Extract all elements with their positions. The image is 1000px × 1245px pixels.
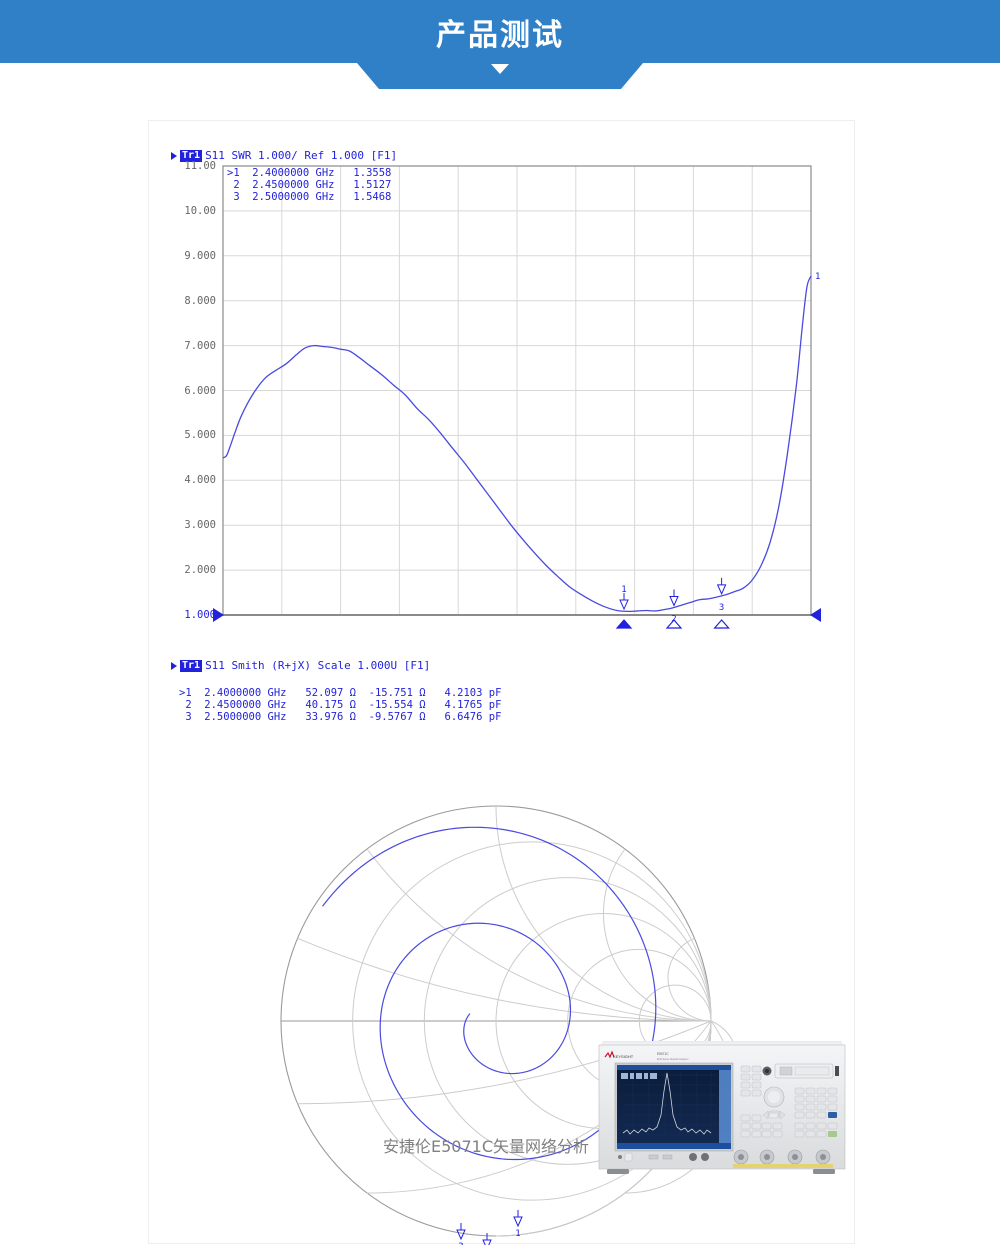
axis-marker-triangle-icon[interactable] bbox=[665, 619, 683, 629]
swr-chart: Tr1 S11 SWR 1.000/ Ref 1.000 [F1] 11.00 1… bbox=[149, 121, 856, 641]
photo-caption: 安捷伦E5071C矢量网络分析 bbox=[382, 1137, 589, 1156]
swr-marker-row: 3 2.5000000 GHz 1.5468 bbox=[227, 191, 392, 203]
swr-marker[interactable]: 3 bbox=[713, 577, 730, 629]
page-header-banner bbox=[0, 0, 1000, 63]
marker-triangle-icon bbox=[619, 599, 629, 611]
smith-marker[interactable]: 2 bbox=[482, 1233, 492, 1245]
page-title: 产品测试 bbox=[436, 17, 564, 53]
marker-label: 3 bbox=[719, 603, 724, 613]
svg-text:E5071C: E5071C bbox=[657, 1052, 669, 1056]
swr-marker[interactable]: 1 bbox=[615, 585, 633, 629]
marker-triangle-icon bbox=[513, 1216, 523, 1228]
axis-marker-triangle-icon[interactable] bbox=[615, 619, 633, 629]
marker-label: 1 bbox=[621, 585, 626, 595]
swr-marker-row: >1 2.4000000 GHz 1.3558 bbox=[227, 167, 392, 179]
y-axis-tick-label: 7.000 bbox=[184, 339, 216, 352]
smith-trace-header[interactable]: Tr1 S11 Smith (R+jX) Scale 1.000U [F1] bbox=[171, 659, 430, 672]
svg-text:ENA Series Network Analyzer: ENA Series Network Analyzer bbox=[657, 1058, 689, 1061]
y-axis-tick-label: 9.000 bbox=[184, 249, 216, 262]
swr-marker-readout: >1 2.4000000 GHz 1.3558 2 2.4500000 GHz … bbox=[227, 167, 391, 203]
y-axis-tick-label: 3.000 bbox=[184, 519, 216, 532]
smith-reactance-arc bbox=[603, 848, 712, 1022]
swr-marker-row: 2 2.4500000 GHz 1.5127 bbox=[227, 179, 392, 191]
chevron-down-icon bbox=[491, 64, 509, 74]
keysight-logo: KEYSIGHT E5071C ENA Series Network Analy… bbox=[604, 1050, 689, 1061]
marker-triangle-icon bbox=[456, 1229, 466, 1241]
y-axis-tick-label: 6.000 bbox=[184, 384, 216, 397]
swr-plot-area: 1 2 3 1 bbox=[213, 165, 821, 629]
smith-marker-row: 2 2.4500000 GHz 40.175 Ω -15.554 Ω 4.176… bbox=[179, 699, 502, 711]
y-axis-tick-label: 5.000 bbox=[184, 429, 216, 442]
trace-edge-label: 1 bbox=[815, 272, 820, 282]
smith-trace-badge: Tr1 bbox=[180, 659, 203, 672]
marker-triangle-icon bbox=[482, 1239, 492, 1245]
smith-marker-readout: >1 2.4000000 GHz 52.097 Ω -15.751 Ω 4.21… bbox=[179, 687, 501, 723]
smith-reactance-arc bbox=[495, 805, 712, 1022]
y-axis-tick-label: 2.000 bbox=[184, 564, 216, 577]
swr-trace-line bbox=[222, 275, 812, 613]
trace-pointer-icon bbox=[171, 661, 177, 670]
y-axis-tick-label: 1.000 bbox=[184, 609, 216, 621]
marker-label: 3 bbox=[458, 1242, 463, 1245]
marker-label: 1 bbox=[515, 1229, 520, 1239]
marker-triangle-icon bbox=[716, 584, 727, 596]
vna-instrument-photo: KEYSIGHT E5071C ENA Series Network Analy… bbox=[598, 1041, 846, 1174]
y-axis-tick-label: 4.000 bbox=[184, 474, 216, 487]
swr-marker-group[interactable]: 1 2 3 1 bbox=[615, 272, 820, 629]
smith-trace-title: S11 Smith (R+jX) Scale 1.000U [F1] bbox=[205, 659, 431, 672]
swr-trace-title: S11 SWR 1.000/ Ref 1.000 [F1] bbox=[205, 149, 398, 162]
smith-marker[interactable]: 3 bbox=[456, 1223, 466, 1245]
swr-axes bbox=[213, 165, 821, 622]
y-axis-tick-label: 10.00 bbox=[184, 204, 216, 217]
smith-trace-line bbox=[322, 826, 657, 1161]
smith-reactance-arc bbox=[667, 937, 712, 1022]
marker-triangle-icon bbox=[669, 595, 679, 607]
smith-marker-group[interactable]: 1 2 3 bbox=[456, 1210, 523, 1245]
smith-reactance-arc bbox=[297, 937, 712, 1022]
swr-trace-badge: Tr1 bbox=[180, 149, 203, 162]
y-axis-tick-label: 11.00 bbox=[184, 160, 216, 172]
smith-reactance-arc bbox=[297, 1020, 712, 1105]
reference-marker-left-icon bbox=[213, 608, 224, 622]
swr-gridlines bbox=[223, 166, 811, 615]
axis-marker-triangle-icon[interactable] bbox=[713, 619, 730, 629]
smith-marker-row: >1 2.4000000 GHz 52.097 Ω -15.751 Ω 4.21… bbox=[179, 687, 502, 699]
reference-marker-right-icon bbox=[810, 608, 821, 622]
smith-chart: Tr1 S11 Smith (R+jX) Scale 1.000U [F1] >… bbox=[149, 641, 856, 1245]
swr-marker[interactable]: 2 bbox=[665, 589, 683, 629]
swr-trace-header[interactable]: Tr1 S11 SWR 1.000/ Ref 1.000 [F1] bbox=[171, 149, 397, 162]
smith-marker-row: 3 2.5000000 GHz 33.976 Ω -9.5767 Ω 6.647… bbox=[179, 711, 502, 723]
y-axis-tick-label: 8.000 bbox=[184, 294, 216, 307]
trace-pointer-icon bbox=[171, 151, 177, 160]
smith-marker[interactable]: 1 bbox=[513, 1210, 523, 1239]
content-card: Tr1 S11 SWR 1.000/ Ref 1.000 [F1] 11.00 1… bbox=[148, 120, 856, 1245]
svg-text:KEYSIGHT: KEYSIGHT bbox=[613, 1054, 634, 1059]
